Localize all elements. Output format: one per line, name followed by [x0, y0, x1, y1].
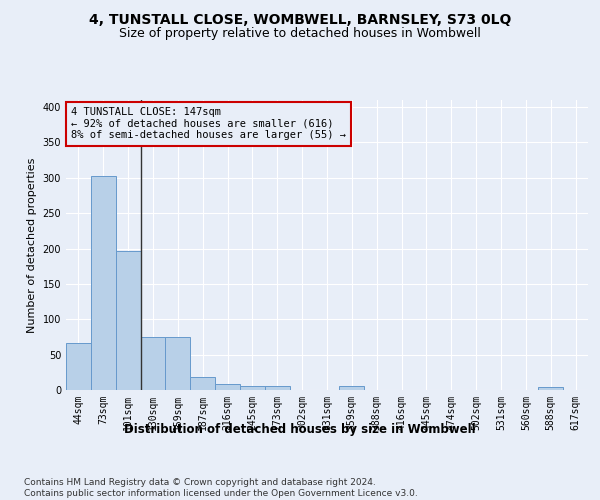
Bar [538, 387, 563, 390]
Bar [116, 250, 140, 390]
Bar [190, 378, 215, 390]
Bar [215, 384, 240, 390]
Bar [340, 386, 364, 390]
Bar [265, 386, 290, 390]
Text: 4, TUNSTALL CLOSE, WOMBWELL, BARNSLEY, S73 0LQ: 4, TUNSTALL CLOSE, WOMBWELL, BARNSLEY, S… [89, 12, 511, 26]
Text: Contains HM Land Registry data © Crown copyright and database right 2024.
Contai: Contains HM Land Registry data © Crown c… [24, 478, 418, 498]
Bar [240, 386, 265, 390]
Text: 4 TUNSTALL CLOSE: 147sqm
← 92% of detached houses are smaller (616)
8% of semi-d: 4 TUNSTALL CLOSE: 147sqm ← 92% of detach… [71, 108, 346, 140]
Bar [166, 337, 190, 390]
Bar [66, 342, 91, 390]
Text: Size of property relative to detached houses in Wombwell: Size of property relative to detached ho… [119, 28, 481, 40]
Text: Distribution of detached houses by size in Wombwell: Distribution of detached houses by size … [124, 422, 476, 436]
Bar [91, 176, 116, 390]
Y-axis label: Number of detached properties: Number of detached properties [27, 158, 37, 332]
Bar [140, 337, 166, 390]
